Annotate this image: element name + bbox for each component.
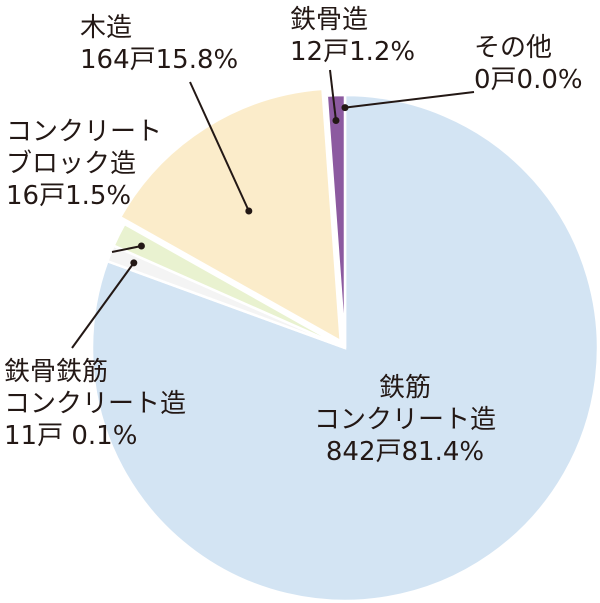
label-wood-name: 木造 [80,13,133,43]
label-src: 鉄骨鉄筋 コンクリート造 11戸 0.1% [4,356,186,452]
label-rc: 鉄筋 コンクリート造 842戸81.4% [314,372,496,468]
label-rc-name-2: コンクリート造 [313,405,497,435]
label-steel-value: 12戸1.2% [290,37,416,67]
label-src-name-1: 鉄骨鉄筋 [4,357,109,387]
label-other-name: その他 [474,33,553,63]
label-steel: 鉄骨造 12戸1.2% [290,4,415,68]
label-cb-name-2: ブロック造 [6,149,137,179]
label-cb-value: 16戸1.5% [6,181,132,211]
label-wood-value: 164戸15.8% [80,45,239,75]
label-src-value: 11戸 0.1% [4,421,138,451]
leader-src [71,259,138,349]
slice-steel [325,93,347,349]
leader-wood [189,81,253,215]
slice-cb [111,222,346,350]
slice-wood [118,87,343,344]
leader-steel [329,69,340,124]
label-src-name-2: コンクリート造 [4,389,187,419]
label-rc-name-1: 鉄筋 [378,373,432,403]
label-steel-name: 鉄骨造 [290,5,369,35]
label-cb: コンクリート ブロック造 16戸1.5% [6,116,162,212]
label-cb-name-1: コンクリート [6,117,163,147]
label-other: その他 0戸0.0% [474,32,583,96]
label-other-value: 0戸0.0% [474,65,583,95]
leader-cb [111,242,145,253]
leader-other [341,91,475,112]
label-wood: 木造 164戸15.8% [80,12,238,76]
label-rc-value: 842戸81.4% [325,437,485,467]
